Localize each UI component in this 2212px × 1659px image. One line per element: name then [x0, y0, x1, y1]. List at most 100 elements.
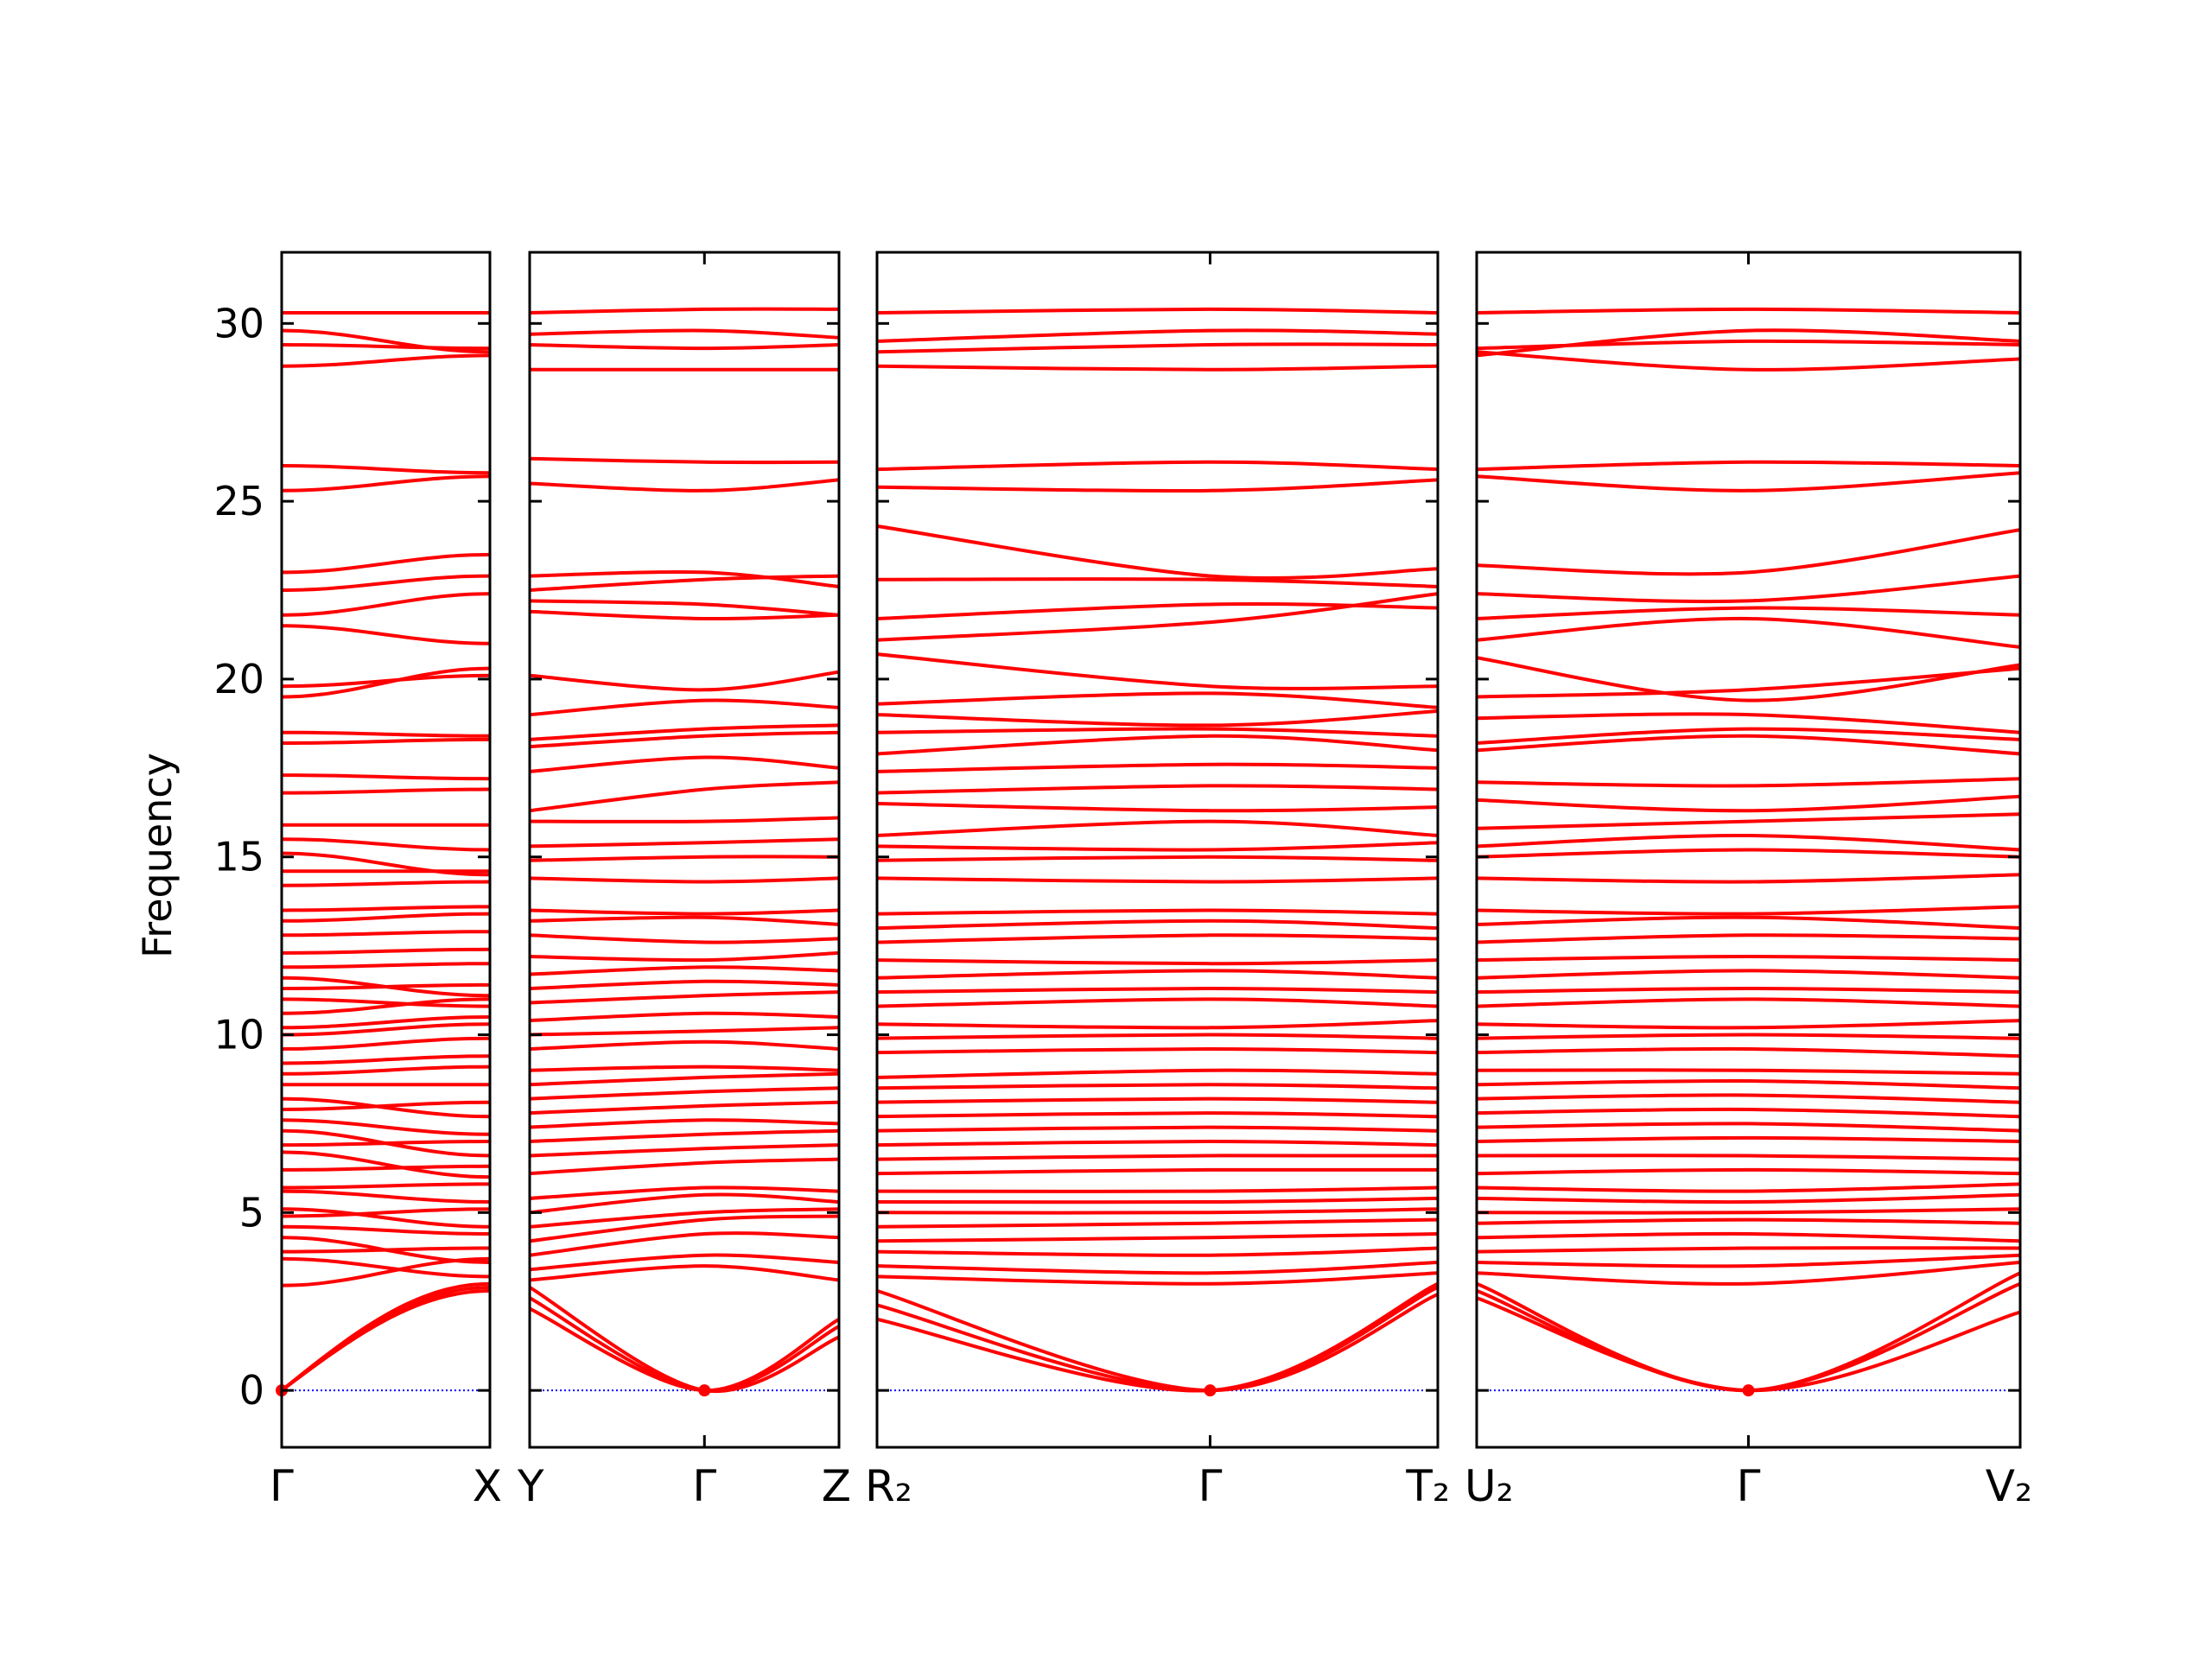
band-line	[282, 1065, 490, 1076]
band-line	[530, 698, 839, 717]
band-line	[530, 755, 839, 773]
band-line	[282, 1207, 490, 1218]
band-line	[282, 624, 490, 645]
band-line	[877, 1271, 1438, 1286]
band-line	[1477, 1253, 2020, 1268]
panel-4: U₂ Γ V₂	[1465, 251, 2032, 1511]
band-line	[530, 328, 839, 340]
band-line	[530, 1286, 839, 1394]
y-tick-label: 15	[213, 834, 264, 880]
band-line	[1477, 574, 2020, 604]
kpoint-label: T₂	[1405, 1461, 1450, 1511]
band-line	[282, 1096, 490, 1119]
band-line	[877, 1232, 1438, 1243]
band-line	[1477, 606, 2020, 620]
bands	[530, 307, 839, 1394]
band-line	[1477, 1296, 2020, 1393]
band-line	[530, 908, 839, 916]
band-line	[530, 1185, 839, 1200]
band-line	[530, 1039, 839, 1051]
band-line	[282, 353, 490, 368]
band-line	[282, 905, 490, 912]
band-line	[282, 1256, 490, 1279]
band-line	[1477, 1078, 2020, 1090]
band-line	[1477, 1192, 2020, 1205]
kpoint-label: Y	[517, 1461, 544, 1511]
band-line	[530, 1100, 839, 1116]
band-line	[877, 908, 1438, 916]
band-line	[877, 592, 1438, 642]
band-line	[1477, 794, 2020, 813]
band-line	[530, 855, 839, 862]
bands	[877, 307, 1438, 1393]
band-line	[877, 478, 1438, 493]
band-line	[282, 666, 490, 699]
band-line	[1477, 1207, 2020, 1215]
y-tick-label: 30	[213, 300, 264, 346]
band-line	[530, 343, 839, 351]
band-line	[877, 709, 1438, 728]
band-line	[877, 602, 1438, 620]
band-line	[530, 1143, 839, 1158]
band-line	[1477, 777, 2020, 788]
band-line	[282, 997, 490, 1015]
band-line	[530, 307, 839, 315]
band-line	[877, 364, 1438, 372]
y-tick-label: 25	[213, 478, 264, 524]
band-line	[282, 1285, 490, 1392]
band-line	[1477, 471, 2020, 493]
y-tick-label: 20	[213, 656, 264, 702]
band-line	[530, 965, 839, 976]
band-line	[530, 1011, 839, 1023]
band-line	[1477, 528, 2020, 576]
band-line	[877, 1246, 1438, 1257]
band-line	[530, 1065, 839, 1072]
band-line	[1477, 969, 2020, 980]
y-tick-label: 10	[213, 1012, 264, 1058]
band-line	[877, 802, 1438, 813]
band-line	[1477, 1093, 2020, 1104]
panel-3: R₂ Γ T₂	[865, 251, 1450, 1511]
band-line	[877, 1125, 1438, 1133]
band-line	[530, 1026, 839, 1037]
band-line	[530, 950, 839, 963]
band-line	[1477, 666, 2020, 699]
band-line	[530, 837, 839, 849]
band-line	[1477, 727, 2020, 745]
band-line	[282, 976, 490, 998]
band-line	[877, 1261, 1438, 1275]
band-line	[530, 456, 839, 465]
band-line	[530, 933, 839, 944]
panel-1: Γ X 0 5 10 15 20 25 30	[213, 251, 502, 1511]
band-line	[1477, 1281, 2020, 1393]
band-line	[282, 328, 490, 354]
band-line	[1477, 460, 2020, 472]
band-line	[530, 730, 839, 749]
band-line	[530, 1264, 839, 1282]
band-line	[1477, 656, 2020, 702]
band-line	[282, 552, 490, 575]
band-line	[530, 569, 839, 588]
band-line	[530, 609, 839, 621]
band-line	[1477, 997, 2020, 1008]
band-panels: Γ X 0 5 10 15 20 25 30 Y Γ Z R₂ Γ T₂ U₂ Γ V₂	[213, 251, 2032, 1511]
gamma-marker	[698, 1384, 711, 1397]
band-line	[877, 841, 1438, 852]
band-line	[530, 1296, 839, 1393]
kpoint-label: Γ	[270, 1461, 294, 1511]
band-line	[282, 464, 490, 475]
band-line	[1477, 1122, 2020, 1133]
band-line	[530, 1253, 839, 1272]
band-line	[1477, 1033, 2020, 1040]
band-line	[877, 652, 1438, 690]
band-line	[877, 577, 1438, 588]
band-line	[282, 574, 490, 592]
band-line	[282, 730, 490, 738]
band-line	[282, 673, 490, 689]
band-line	[282, 1150, 490, 1179]
band-line	[877, 1111, 1438, 1119]
band-line	[1477, 848, 2020, 859]
band-line	[530, 816, 839, 823]
band-line	[877, 933, 1438, 944]
band-line	[877, 460, 1438, 472]
